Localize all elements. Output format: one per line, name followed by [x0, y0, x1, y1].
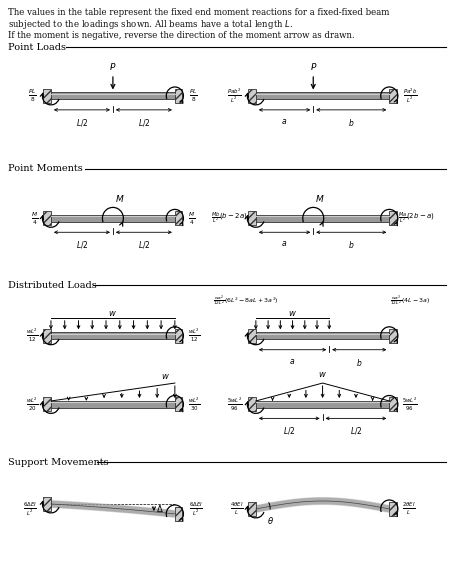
- Text: $L/2$: $L/2$: [350, 425, 362, 436]
- Text: $b$: $b$: [348, 239, 355, 250]
- Bar: [389, 502, 397, 516]
- Text: $L/2$: $L/2$: [283, 425, 295, 436]
- Text: $\frac{wL^2}{30}$: $\frac{wL^2}{30}$: [188, 396, 200, 413]
- Bar: [175, 329, 182, 343]
- Bar: [389, 211, 397, 225]
- Bar: [43, 497, 51, 511]
- Text: Point Moments: Point Moments: [8, 164, 83, 173]
- Text: $L/2$: $L/2$: [137, 117, 150, 128]
- Text: Point Loads: Point Loads: [8, 42, 66, 52]
- Bar: [256, 332, 389, 339]
- Text: $\frac{4\theta EI}{L}$: $\frac{4\theta EI}{L}$: [230, 501, 244, 517]
- Text: $\frac{Ma}{L^2}(2b-a)$: $\frac{Ma}{L^2}(2b-a)$: [398, 211, 434, 226]
- Text: $M$: $M$: [115, 193, 124, 205]
- Bar: [51, 215, 175, 222]
- Text: $a$: $a$: [282, 117, 288, 126]
- Bar: [175, 89, 182, 103]
- Text: $\Delta$: $\Delta$: [156, 504, 164, 514]
- Bar: [389, 329, 397, 343]
- Bar: [175, 397, 182, 411]
- Bar: [51, 332, 175, 339]
- Text: subjected to the loadings shown. All beams have a total length $L$.: subjected to the loadings shown. All bea…: [8, 19, 293, 31]
- Text: $\frac{M}{4}$: $\frac{M}{4}$: [31, 210, 38, 227]
- Text: $L/2$: $L/2$: [76, 117, 88, 128]
- Bar: [248, 329, 256, 343]
- Text: $P$: $P$: [310, 61, 317, 72]
- Bar: [248, 397, 256, 411]
- Bar: [51, 92, 175, 99]
- Text: $\frac{Mb}{L^2}(b-2a)$: $\frac{Mb}{L^2}(b-2a)$: [211, 211, 247, 226]
- Text: $\frac{6\Delta EI}{L^2}$: $\frac{6\Delta EI}{L^2}$: [189, 500, 203, 518]
- Text: $\frac{Pab^2}{L^2}$: $\frac{Pab^2}{L^2}$: [228, 87, 242, 105]
- Bar: [248, 211, 256, 225]
- Text: $L/2$: $L/2$: [76, 239, 88, 250]
- Text: $w$: $w$: [318, 370, 327, 379]
- Bar: [175, 211, 182, 225]
- Text: $\frac{2\theta EI}{L}$: $\frac{2\theta EI}{L}$: [401, 501, 415, 517]
- Bar: [389, 397, 397, 411]
- Text: $\frac{PL}{8}$: $\frac{PL}{8}$: [189, 88, 197, 104]
- Text: $w$: $w$: [161, 372, 170, 381]
- Text: $\frac{6\Delta EI}{L^2}$: $\frac{6\Delta EI}{L^2}$: [23, 500, 37, 518]
- Bar: [389, 89, 397, 103]
- Text: Support Movements: Support Movements: [8, 458, 109, 467]
- Bar: [43, 397, 51, 411]
- Text: Distributed Loads: Distributed Loads: [8, 281, 97, 289]
- Text: $\frac{wa^3}{12L^2}(4L-3a)$: $\frac{wa^3}{12L^2}(4L-3a)$: [390, 293, 430, 308]
- Text: $w$: $w$: [109, 310, 118, 318]
- Text: $b$: $b$: [356, 357, 363, 368]
- Text: $L/2$: $L/2$: [137, 239, 150, 250]
- Text: $\frac{Pa^2b}{L^2}$: $\frac{Pa^2b}{L^2}$: [403, 87, 418, 105]
- Text: $\theta$: $\theta$: [267, 515, 274, 526]
- Bar: [51, 401, 175, 408]
- Text: $\frac{PL}{8}$: $\frac{PL}{8}$: [28, 88, 37, 104]
- Text: $P$: $P$: [109, 61, 117, 72]
- Text: $\frac{M}{4}$: $\frac{M}{4}$: [188, 210, 195, 227]
- Bar: [43, 89, 51, 103]
- Text: $\frac{wL^2}{20}$: $\frac{wL^2}{20}$: [26, 396, 38, 413]
- Text: $\frac{wL^2}{12}$: $\frac{wL^2}{12}$: [188, 327, 200, 345]
- Text: $a$: $a$: [290, 357, 296, 365]
- Bar: [43, 329, 51, 343]
- Text: $\frac{wL^2}{12}$: $\frac{wL^2}{12}$: [26, 327, 38, 345]
- Text: $b$: $b$: [348, 117, 355, 128]
- Text: $\frac{5wL^2}{96}$: $\frac{5wL^2}{96}$: [227, 396, 243, 413]
- Bar: [248, 89, 256, 103]
- Text: If the moment is negative, reverse the direction of the moment arrow as drawn.: If the moment is negative, reverse the d…: [8, 31, 355, 40]
- Bar: [256, 92, 389, 99]
- Bar: [256, 215, 389, 222]
- Text: The values in the table represent the fixed end moment reactions for a fixed-fix: The values in the table represent the fi…: [8, 8, 390, 17]
- Bar: [256, 401, 389, 408]
- Bar: [175, 507, 182, 521]
- Text: $w$: $w$: [288, 310, 297, 318]
- Bar: [248, 502, 256, 516]
- Text: $\frac{wa^2}{12L^2}(6L^2-8aL+3a^2)$: $\frac{wa^2}{12L^2}(6L^2-8aL+3a^2)$: [213, 293, 279, 308]
- Text: $\frac{5wL^2}{96}$: $\frac{5wL^2}{96}$: [402, 396, 418, 413]
- Bar: [43, 211, 51, 225]
- Text: $a$: $a$: [282, 239, 288, 248]
- Text: $M$: $M$: [315, 193, 325, 205]
